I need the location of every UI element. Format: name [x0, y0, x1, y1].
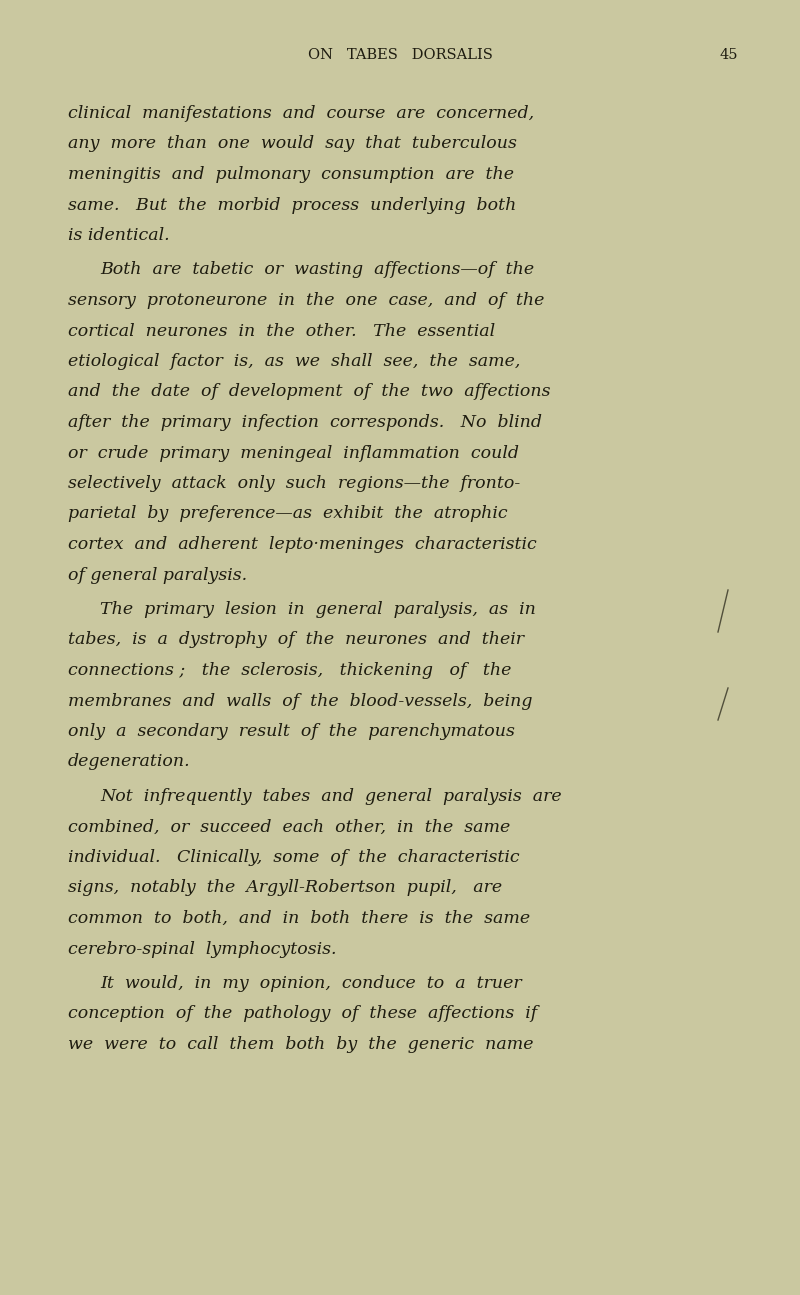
- Text: membranes  and  walls  of  the  blood-vessels,  being: membranes and walls of the blood-vessels…: [68, 693, 533, 710]
- Text: we  were  to  call  them  both  by  the  generic  name: we were to call them both by the generic…: [68, 1036, 534, 1053]
- Text: tabes,  is  a  dystrophy  of  the  neurones  and  their: tabes, is a dystrophy of the neurones an…: [68, 632, 524, 649]
- Text: 45: 45: [719, 48, 738, 62]
- Text: Not  infrequently  tabes  and  general  paralysis  are: Not infrequently tabes and general paral…: [100, 787, 562, 805]
- Text: only  a  secondary  result  of  the  parenchymatous: only a secondary result of the parenchym…: [68, 723, 515, 739]
- Text: conception  of  the  pathology  of  these  affections  if: conception of the pathology of these aff…: [68, 1005, 537, 1023]
- Text: cortical  neurones  in  the  other.   The  essential: cortical neurones in the other. The esse…: [68, 322, 495, 339]
- Text: etiological  factor  is,  as  we  shall  see,  the  same,: etiological factor is, as we shall see, …: [68, 354, 520, 370]
- Text: is identical.: is identical.: [68, 227, 170, 243]
- Text: of general paralysis.: of general paralysis.: [68, 566, 247, 584]
- Text: any  more  than  one  would  say  that  tuberculous: any more than one would say that tubercu…: [68, 136, 517, 153]
- Text: parietal  by  preference—as  exhibit  the  atrophic: parietal by preference—as exhibit the at…: [68, 505, 508, 522]
- Text: and  the  date  of  development  of  the  two  affections: and the date of development of the two a…: [68, 383, 550, 400]
- Text: same.   But  the  morbid  process  underlying  both: same. But the morbid process underlying …: [68, 197, 516, 214]
- Text: or  crude  primary  meningeal  inflammation  could: or crude primary meningeal inflammation …: [68, 444, 519, 461]
- Text: degeneration.: degeneration.: [68, 754, 190, 771]
- Text: after  the  primary  infection  corresponds.   No  blind: after the primary infection corresponds.…: [68, 414, 542, 431]
- Text: Both  are  tabetic  or  wasting  affections—of  the: Both are tabetic or wasting affections—o…: [100, 262, 534, 278]
- Text: It  would,  in  my  opinion,  conduce  to  a  truer: It would, in my opinion, conduce to a tr…: [100, 975, 522, 992]
- Text: cortex  and  adherent  lepto·meninges  characteristic: cortex and adherent lepto·meninges chara…: [68, 536, 537, 553]
- Text: signs,  notably  the  Argyll-Robertson  pupil,   are: signs, notably the Argyll-Robertson pupi…: [68, 879, 502, 896]
- Text: cerebro-spinal  lymphocytosis.: cerebro-spinal lymphocytosis.: [68, 940, 337, 957]
- Text: meningitis  and  pulmonary  consumption  are  the: meningitis and pulmonary consumption are…: [68, 166, 514, 183]
- Text: combined,  or  succeed  each  other,  in  the  same: combined, or succeed each other, in the …: [68, 818, 510, 835]
- Text: The  primary  lesion  in  general  paralysis,  as  in: The primary lesion in general paralysis,…: [100, 601, 536, 618]
- Text: individual.   Clinically,  some  of  the  characteristic: individual. Clinically, some of the char…: [68, 850, 520, 866]
- Text: common  to  both,  and  in  both  there  is  the  same: common to both, and in both there is the…: [68, 910, 530, 927]
- Text: sensory  protoneurone  in  the  one  case,  and  of  the: sensory protoneurone in the one case, an…: [68, 291, 544, 310]
- Text: clinical  manifestations  and  course  are  concerned,: clinical manifestations and course are c…: [68, 105, 534, 122]
- Text: connections ;   the  sclerosis,   thickening   of   the: connections ; the sclerosis, thickening …: [68, 662, 511, 679]
- Text: ON   TABES   DORSALIS: ON TABES DORSALIS: [307, 48, 493, 62]
- Text: selectively  attack  only  such  regions—the  fronto-: selectively attack only such regions—the…: [68, 475, 520, 492]
